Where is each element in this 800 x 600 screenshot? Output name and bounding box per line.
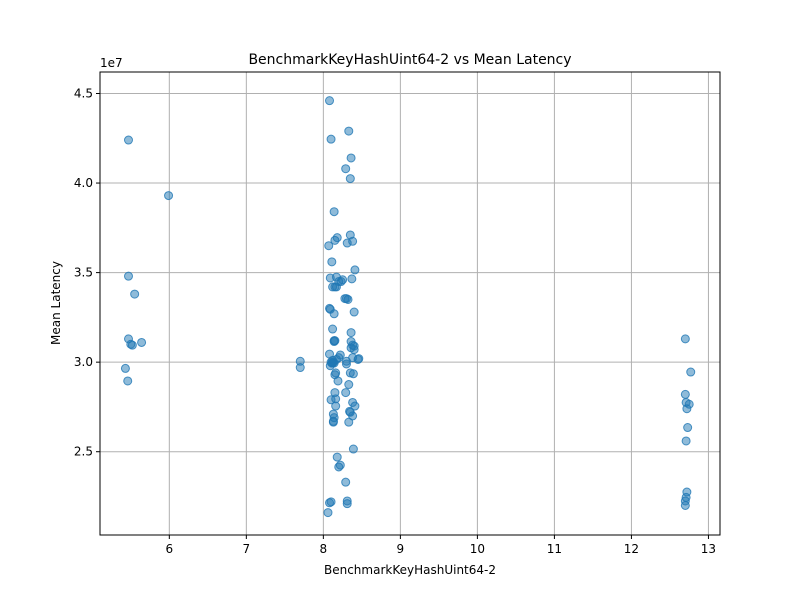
data-point bbox=[123, 271, 133, 281]
data-point bbox=[350, 265, 360, 275]
data-point bbox=[328, 416, 338, 426]
data-point bbox=[127, 340, 137, 350]
data-point bbox=[683, 423, 693, 433]
x-tick-label: 6 bbox=[165, 542, 173, 556]
data-point bbox=[326, 497, 336, 507]
data-point bbox=[329, 336, 339, 346]
data-point bbox=[348, 369, 358, 379]
data-point bbox=[681, 436, 691, 446]
y-axis-label: Mean Latency bbox=[49, 261, 63, 345]
data-point bbox=[137, 337, 147, 347]
data-point bbox=[331, 368, 341, 378]
data-point bbox=[347, 274, 357, 284]
y-tick-label: 4.0 bbox=[74, 176, 93, 190]
data-point bbox=[334, 353, 344, 363]
data-point bbox=[326, 134, 336, 144]
data-point bbox=[324, 241, 334, 251]
data-point bbox=[680, 389, 690, 399]
data-point bbox=[123, 376, 133, 386]
data-point bbox=[330, 388, 340, 398]
y-axis-offset-label: 1e7 bbox=[100, 56, 123, 70]
data-point bbox=[123, 135, 133, 145]
x-axis-label: BenchmarkKeyHashUint64-2 bbox=[324, 563, 496, 577]
x-tick-label: 8 bbox=[320, 542, 328, 556]
data-point bbox=[680, 500, 690, 510]
x-tick-label: 7 bbox=[243, 542, 251, 556]
y-tick-label: 3.0 bbox=[74, 355, 93, 369]
data-point bbox=[682, 404, 692, 414]
y-tick-label: 2.5 bbox=[74, 445, 93, 459]
data-point bbox=[349, 341, 359, 351]
data-point bbox=[345, 174, 355, 184]
data-point bbox=[328, 324, 338, 334]
data-point bbox=[341, 356, 351, 366]
data-point bbox=[349, 307, 359, 317]
x-tick-label: 12 bbox=[624, 542, 639, 556]
data-point bbox=[130, 289, 140, 299]
x-tick-label: 9 bbox=[397, 542, 405, 556]
data-point bbox=[346, 153, 356, 163]
data-point bbox=[333, 376, 343, 386]
data-point bbox=[334, 462, 344, 472]
data-point bbox=[164, 191, 174, 201]
data-point bbox=[326, 357, 336, 367]
data-point bbox=[120, 363, 130, 373]
x-tick-label: 11 bbox=[547, 542, 562, 556]
y-axis-ticks: 2.5 3.0 3.5 4.0 4.5 bbox=[74, 86, 100, 459]
data-point bbox=[332, 452, 342, 462]
x-tick-label: 13 bbox=[701, 542, 716, 556]
data-point bbox=[344, 417, 354, 427]
data-points bbox=[120, 96, 696, 518]
grid bbox=[100, 72, 720, 535]
data-point bbox=[345, 406, 355, 416]
x-axis-ticks: 6 7 8 9 10 11 12 13 bbox=[165, 535, 716, 556]
data-point bbox=[295, 363, 305, 373]
data-point bbox=[327, 257, 337, 267]
data-point bbox=[348, 444, 358, 454]
data-point bbox=[342, 499, 352, 509]
data-point bbox=[330, 235, 340, 245]
data-point bbox=[344, 380, 354, 390]
data-point bbox=[348, 236, 358, 246]
x-tick-label: 10 bbox=[470, 542, 485, 556]
data-point bbox=[344, 126, 354, 136]
data-point bbox=[680, 334, 690, 344]
data-point bbox=[686, 367, 696, 377]
data-point bbox=[341, 164, 351, 174]
data-point bbox=[346, 328, 356, 338]
y-tick-label: 3.5 bbox=[74, 266, 93, 280]
data-point bbox=[331, 401, 341, 411]
data-point bbox=[340, 294, 350, 304]
y-tick-label: 4.5 bbox=[74, 86, 93, 100]
data-point bbox=[329, 207, 339, 217]
data-point bbox=[325, 96, 335, 106]
data-point bbox=[329, 309, 339, 319]
data-point bbox=[331, 282, 341, 292]
data-point bbox=[350, 401, 360, 411]
chart-title: BenchmarkKeyHashUint64-2 vs Mean Latency bbox=[248, 52, 571, 68]
plot-area-frame bbox=[99, 71, 721, 536]
data-point bbox=[341, 477, 351, 487]
data-point bbox=[341, 388, 351, 398]
data-point bbox=[323, 508, 333, 518]
data-point bbox=[325, 273, 335, 283]
